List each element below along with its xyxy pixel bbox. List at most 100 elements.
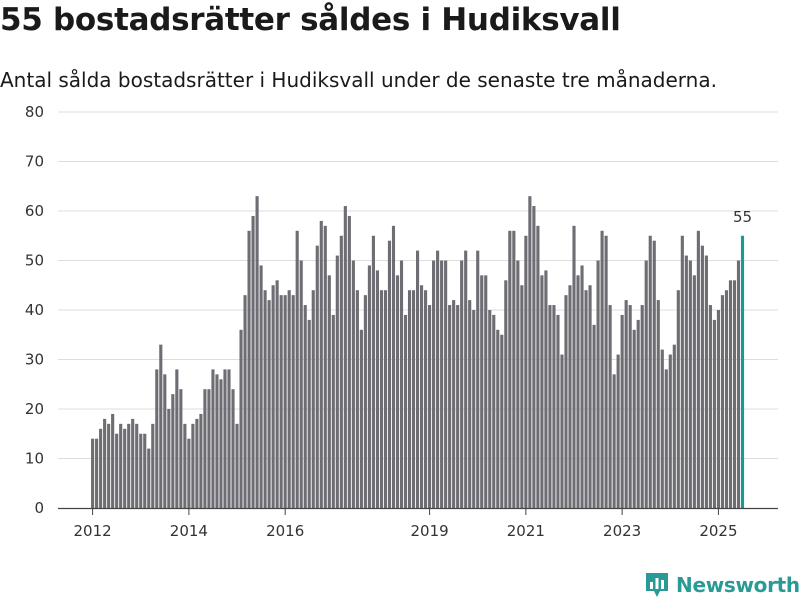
y-tick-label: 30 — [25, 351, 44, 369]
bar — [147, 448, 151, 508]
bar — [696, 230, 700, 509]
bar — [247, 230, 251, 509]
x-tick-label: 2016 — [266, 522, 304, 540]
y-tick-label: 0 — [34, 499, 44, 517]
bar — [448, 305, 452, 508]
bar — [560, 354, 564, 508]
x-axis-ticks: 2012 2014 2016 2019 2021 2023 2025 — [74, 508, 738, 540]
bar — [608, 305, 612, 508]
bar — [95, 438, 99, 508]
bar — [139, 433, 143, 508]
bar — [468, 300, 472, 508]
y-tick-label: 70 — [25, 153, 44, 171]
bar — [708, 305, 712, 508]
bar — [684, 255, 688, 508]
bar — [363, 295, 367, 508]
bar — [624, 300, 628, 508]
bar — [724, 290, 729, 508]
bar — [616, 354, 620, 508]
bar — [159, 344, 163, 508]
bar — [415, 250, 420, 508]
bar — [215, 374, 219, 508]
bar — [512, 230, 516, 509]
bar — [99, 428, 103, 508]
brand-logo: Newsworthy — [644, 571, 800, 599]
bar — [379, 290, 384, 508]
bar — [119, 423, 123, 508]
chart-title: 55 bostadsrätter såldes i Hudiksvall — [0, 2, 621, 38]
bar — [604, 235, 608, 508]
bar — [235, 423, 239, 508]
bar — [472, 310, 476, 508]
bar — [271, 285, 275, 508]
bar — [456, 305, 460, 508]
bar — [283, 295, 287, 508]
bar — [528, 196, 532, 508]
bar — [548, 305, 552, 508]
bar — [444, 260, 448, 508]
y-tick-label: 40 — [25, 301, 44, 319]
bar — [163, 374, 167, 508]
bar — [371, 235, 375, 508]
bar — [452, 300, 456, 508]
bar — [644, 260, 648, 508]
bar — [712, 319, 716, 508]
bar — [295, 230, 299, 509]
bar — [199, 413, 203, 508]
bar — [540, 275, 544, 508]
bar — [648, 235, 652, 508]
bar — [584, 290, 588, 508]
bar — [716, 310, 720, 508]
bar — [544, 270, 548, 508]
bar — [383, 290, 388, 508]
bar — [103, 418, 107, 508]
bar — [303, 305, 307, 508]
bar — [504, 280, 508, 508]
bar — [367, 265, 371, 508]
bar — [520, 285, 524, 508]
bar — [327, 275, 331, 508]
bar — [143, 433, 147, 508]
bar — [275, 280, 279, 508]
bar — [407, 290, 412, 508]
bar — [572, 225, 576, 508]
x-tick-label: 2014 — [170, 522, 208, 540]
brand-name: Newsworthy — [676, 573, 800, 597]
bar — [311, 290, 315, 508]
bar — [387, 240, 392, 508]
bars — [91, 196, 745, 509]
bar — [127, 423, 131, 508]
y-tick-label: 10 — [25, 450, 44, 468]
bar — [620, 314, 624, 508]
bar — [187, 438, 191, 508]
bar — [167, 409, 171, 508]
bar — [115, 433, 119, 508]
y-axis-ticks: 0 10 20 30 40 50 60 70 80 — [25, 103, 44, 517]
bar — [411, 290, 416, 508]
bar — [299, 260, 303, 508]
bar — [219, 379, 223, 508]
chart-subtitle: Antal sålda bostadsrätter i Hudiksvall u… — [0, 68, 717, 92]
bar — [343, 206, 347, 509]
bar — [307, 319, 311, 508]
y-tick-label: 60 — [25, 202, 44, 220]
bar — [432, 260, 436, 508]
bar — [564, 295, 568, 508]
y-tick-label: 80 — [25, 103, 44, 121]
x-tick-label: 2019 — [410, 522, 448, 540]
bar — [319, 220, 323, 508]
x-tick-label: 2012 — [74, 522, 112, 540]
bar — [492, 314, 496, 508]
x-tick-label: 2023 — [603, 522, 641, 540]
bar — [732, 280, 737, 508]
bar — [652, 240, 656, 508]
bar — [460, 260, 464, 508]
bar — [588, 285, 592, 508]
bar — [428, 305, 432, 508]
bar — [552, 305, 556, 508]
bar — [592, 324, 596, 508]
bar — [600, 230, 604, 509]
bar — [680, 235, 684, 508]
bar — [632, 329, 636, 508]
